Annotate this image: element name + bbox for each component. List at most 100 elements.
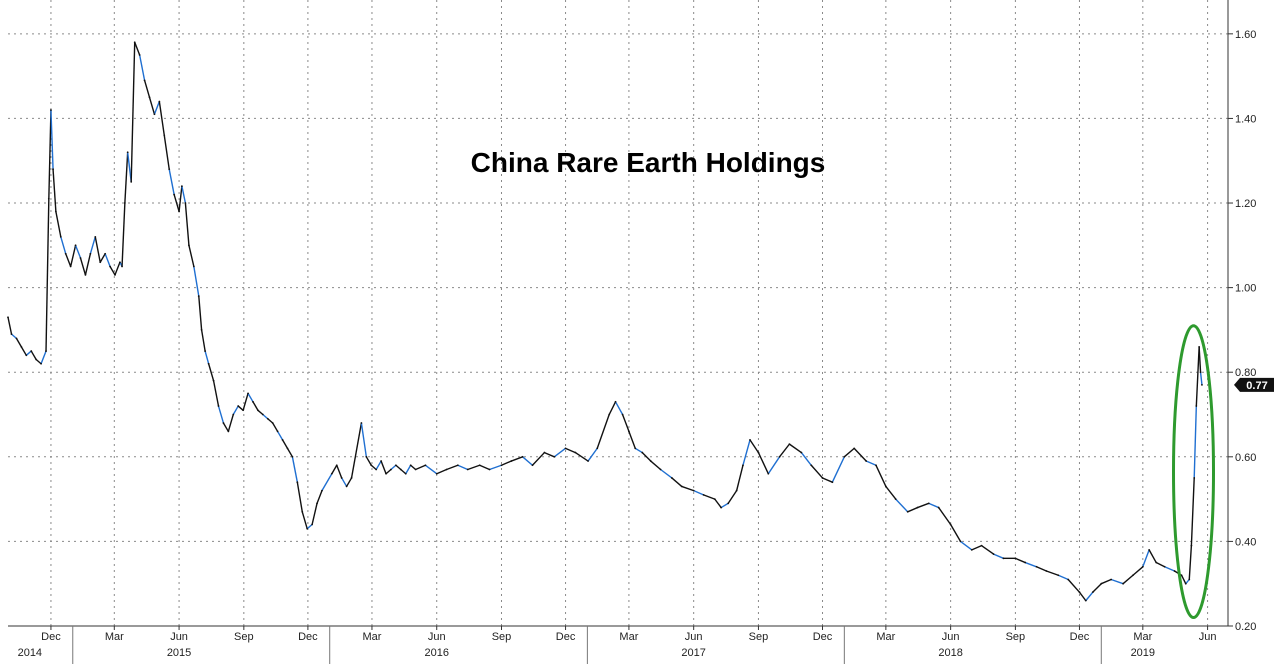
data-point <box>180 185 183 188</box>
data-point <box>767 472 770 475</box>
data-point <box>207 362 210 365</box>
series-segment <box>489 464 502 471</box>
data-point <box>1122 582 1125 585</box>
data-point <box>1078 591 1081 594</box>
series-segment <box>247 393 254 403</box>
series-segment <box>1122 574 1134 585</box>
series-segment <box>390 464 397 471</box>
data-point <box>621 413 624 416</box>
series-segment <box>262 413 269 420</box>
y-tick-label: 0.40 <box>1235 536 1256 548</box>
data-point <box>350 477 353 479</box>
data-point <box>340 477 343 479</box>
data-point <box>204 350 207 352</box>
data-point <box>1180 574 1183 577</box>
x-tick-label: Dec <box>298 631 318 643</box>
x-tick-label: Sep <box>492 631 512 643</box>
data-point <box>959 540 962 543</box>
data-point <box>390 468 392 471</box>
highlight-layer <box>1172 324 1216 620</box>
series-segment <box>938 507 952 525</box>
series-segment <box>94 236 101 263</box>
x-year-label: 2019 <box>1131 647 1155 659</box>
data-point <box>414 468 417 471</box>
x-tick-label: Sep <box>1006 631 1026 643</box>
data-point <box>574 451 577 454</box>
series-segment <box>158 101 165 136</box>
series-segment <box>281 439 289 449</box>
data-point <box>628 430 630 433</box>
data-point <box>237 405 240 407</box>
data-point <box>7 316 9 319</box>
data-point <box>222 422 225 424</box>
data-point <box>173 193 176 196</box>
data-point <box>614 400 617 403</box>
y-tick-label: 0.60 <box>1235 452 1256 464</box>
data-point <box>927 502 930 505</box>
series-segment <box>35 358 42 365</box>
series-segment <box>124 152 129 204</box>
data-point <box>79 257 82 259</box>
series-segment <box>405 464 412 475</box>
series-segment <box>311 503 318 525</box>
data-point <box>133 41 136 44</box>
series-segment <box>65 253 72 267</box>
series-segment <box>457 464 468 471</box>
series-segment <box>181 185 187 204</box>
series-segment <box>204 350 210 364</box>
data-point <box>192 265 195 268</box>
series-segment <box>875 464 887 487</box>
series-segment <box>350 422 363 479</box>
data-point <box>1190 544 1193 547</box>
data-point <box>1163 565 1166 568</box>
data-point <box>257 409 259 412</box>
series-segment <box>865 460 877 466</box>
data-point <box>138 54 141 56</box>
series-segment <box>608 401 617 415</box>
data-point <box>853 447 856 450</box>
x-year-label: 2015 <box>167 647 191 659</box>
series-segment <box>853 447 867 462</box>
series-segment <box>467 464 480 471</box>
data-point <box>345 485 348 488</box>
series-segment <box>173 194 180 212</box>
data-point <box>163 134 166 137</box>
data-point <box>1091 591 1094 594</box>
y-tick-label: 0.20 <box>1235 621 1256 633</box>
data-point <box>596 447 599 450</box>
data-point <box>1045 570 1048 572</box>
series-segment <box>446 464 459 471</box>
last-value-flag <box>1234 377 1274 392</box>
series-segment <box>1142 549 1150 568</box>
series-segment <box>188 245 195 267</box>
series-segment <box>596 414 610 449</box>
series-segment <box>193 266 200 297</box>
series-segment <box>55 211 62 237</box>
data-point <box>227 430 230 433</box>
series-segment <box>104 253 111 267</box>
series-segment <box>395 464 402 471</box>
series-segment <box>757 452 769 475</box>
data-point <box>153 113 156 116</box>
data-point <box>875 464 877 467</box>
data-point <box>35 358 38 361</box>
series-segment <box>20 346 27 356</box>
data-point <box>20 345 23 348</box>
series-segment <box>114 261 121 276</box>
series-segment <box>565 447 576 454</box>
data-point <box>564 447 567 450</box>
data-point <box>1002 557 1005 560</box>
data-point <box>380 460 383 462</box>
data-point <box>360 422 363 424</box>
data-point <box>375 468 378 471</box>
x-tick-label: Mar <box>619 631 638 643</box>
series-segment <box>1046 570 1059 576</box>
series-segment <box>375 460 382 470</box>
series-segment <box>544 451 555 458</box>
series-segment <box>267 418 274 424</box>
data-point <box>970 548 973 551</box>
data-point <box>126 151 129 154</box>
data-point <box>937 506 940 509</box>
series-segment <box>50 109 54 170</box>
